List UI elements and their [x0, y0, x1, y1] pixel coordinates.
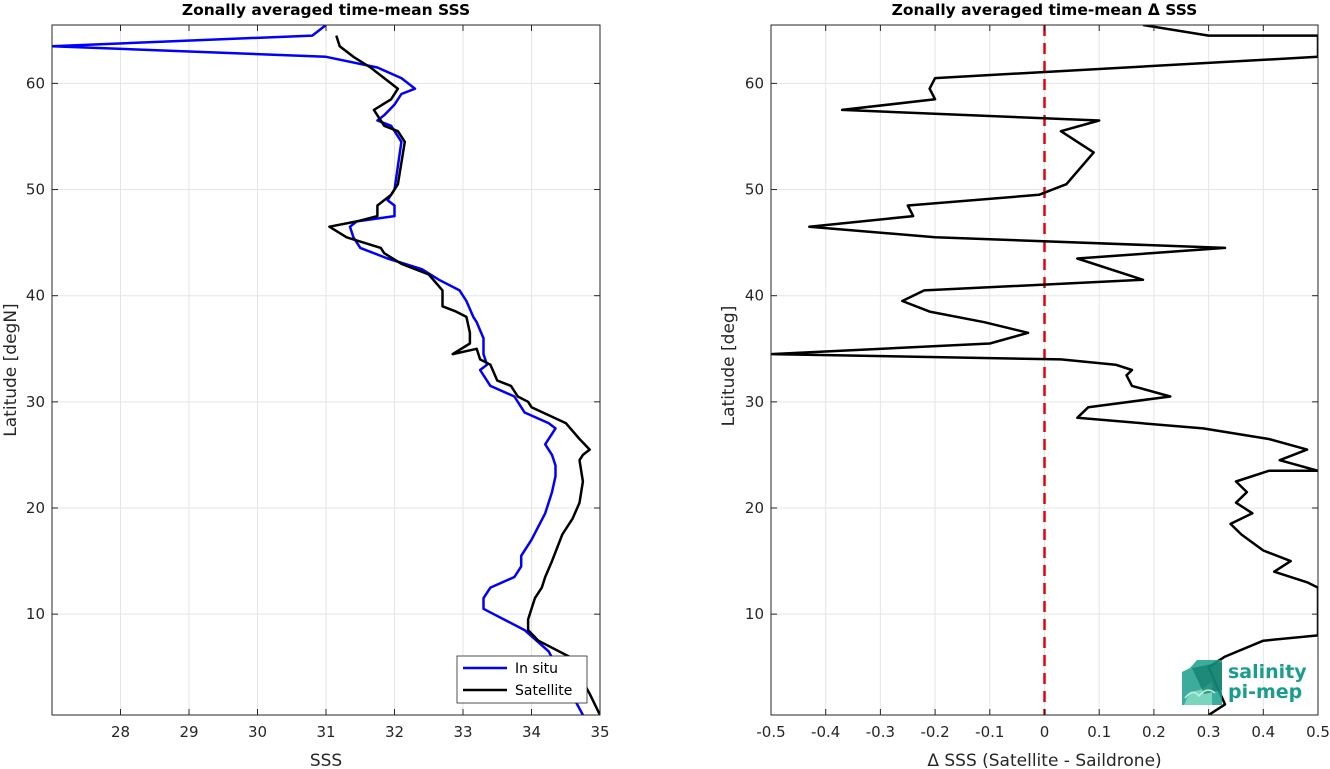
- x-tick-label: 0.4: [1251, 723, 1275, 741]
- panel-sss: 28 29 30 31 32 33 34 35 10 20 30 40 50 60 Zonally aver…: [1, 1, 610, 769]
- y-tick-label: 10: [26, 605, 45, 623]
- x-axis-label: Δ SSS (Satellite - Saildrone): [927, 751, 1161, 769]
- x-tick-label: -0.2: [920, 723, 949, 741]
- y-axis-label: Latitude [deg]: [719, 306, 739, 427]
- x-tick-label: 0.2: [1142, 723, 1166, 741]
- y-tick-label: 20: [26, 499, 45, 517]
- x-tick-label: 28: [111, 723, 130, 741]
- chart-title: Zonally averaged time-mean SSS: [182, 1, 470, 19]
- x-tick-label: 0.3: [1197, 723, 1221, 741]
- y-tick-label: 50: [26, 181, 45, 199]
- x-tick-label: 31: [316, 723, 335, 741]
- x-tick-label: 32: [385, 723, 404, 741]
- chart-title: Zonally averaged time-mean Δ SSS: [892, 1, 1198, 19]
- series-line-delta-sss: [771, 25, 1318, 715]
- x-tick-label: -0.4: [811, 723, 840, 741]
- x-tick-label: 29: [179, 723, 198, 741]
- legend-box: [456, 655, 588, 704]
- legend-label-satellite: Satellite: [515, 683, 572, 699]
- x-tick-label: -0.5: [756, 723, 785, 741]
- x-tick-label: 35: [590, 723, 609, 741]
- y-tick-label: 30: [26, 393, 45, 411]
- y-tick-label: 20: [745, 499, 764, 517]
- legend: In situ Satellite: [456, 655, 588, 704]
- y-axis-label: Latitude [degN]: [1, 303, 21, 436]
- y-tick-label: 10: [745, 605, 764, 623]
- x-tick-label: 33: [453, 723, 472, 741]
- logo-text-pi-mep: pi-mep: [1228, 681, 1302, 703]
- x-tick-label: 30: [248, 723, 267, 741]
- x-tick-label: 0.1: [1087, 723, 1111, 741]
- y-tick-label: 40: [26, 287, 45, 305]
- x-tick-label: -0.3: [866, 723, 895, 741]
- y-tick-label: 60: [745, 74, 764, 92]
- series-line-satellite: [328, 35, 600, 715]
- x-tick-label: -0.1: [975, 723, 1004, 741]
- x-axis-label: SSS: [310, 751, 342, 769]
- y-tick-label: 40: [745, 287, 764, 305]
- panel-delta-sss: -0.5 -0.4 -0.3 -0.2 -0.1 0 0.1 0.2 0.3 0.4 0.5 10 20…: [719, 1, 1330, 769]
- logo-emblem-icon: [1182, 660, 1222, 705]
- x-tick-label: 34: [522, 723, 541, 741]
- legend-label-in-situ: In situ: [515, 661, 558, 677]
- series-line-in-situ: [52, 25, 585, 715]
- x-tick-label: 0.5: [1306, 723, 1330, 741]
- x-tick-label: 0: [1040, 723, 1050, 741]
- y-tick-label: 30: [745, 393, 764, 411]
- salinity-pi-mep-logo: salinity pi-mep: [1182, 660, 1307, 705]
- y-tick-label: 50: [745, 181, 764, 199]
- y-tick-label: 60: [26, 74, 45, 92]
- logo-text-salinity: salinity: [1228, 661, 1307, 683]
